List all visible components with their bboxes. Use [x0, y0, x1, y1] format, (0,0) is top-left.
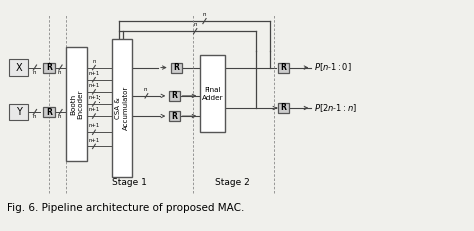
Text: Booth
Encoder: Booth Encoder — [70, 89, 83, 119]
Bar — [66, 47, 87, 161]
Bar — [278, 63, 289, 73]
Text: ...: ... — [92, 93, 102, 102]
Text: n: n — [92, 59, 96, 64]
Text: Final
Adder: Final Adder — [202, 87, 223, 100]
Text: n+1: n+1 — [88, 83, 100, 88]
Text: n: n — [32, 114, 36, 119]
Text: R: R — [173, 63, 180, 72]
Text: n+1: n+1 — [88, 71, 100, 76]
Text: R: R — [281, 103, 286, 112]
Text: X: X — [15, 63, 22, 73]
Bar — [278, 103, 289, 113]
Bar — [111, 39, 132, 177]
Text: Stage 2: Stage 2 — [215, 178, 250, 187]
Text: $P[n$-$1:0]$: $P[n$-$1:0]$ — [314, 62, 351, 73]
Text: n: n — [32, 70, 36, 75]
Text: n+1: n+1 — [88, 137, 100, 143]
Text: n+1: n+1 — [88, 123, 100, 128]
Text: $P[2n$-$1:n]$: $P[2n$-$1:n]$ — [314, 102, 357, 114]
Text: n: n — [193, 22, 197, 27]
Text: Y: Y — [16, 107, 22, 117]
Text: n: n — [58, 114, 61, 119]
Text: R: R — [46, 63, 52, 72]
Text: n+1: n+1 — [88, 95, 100, 100]
Text: Fig. 6. Pipeline architecture of proposed MAC.: Fig. 6. Pipeline architecture of propose… — [7, 203, 245, 213]
Bar — [171, 63, 182, 73]
Bar — [43, 107, 55, 117]
Bar — [169, 91, 180, 100]
Text: R: R — [281, 63, 286, 72]
Text: n: n — [58, 70, 61, 75]
Text: n+1: n+1 — [88, 107, 100, 112]
Text: n: n — [143, 87, 147, 92]
Bar — [200, 55, 226, 132]
Text: R: R — [172, 91, 177, 100]
Text: R: R — [46, 108, 52, 116]
Text: R: R — [172, 112, 177, 121]
Bar — [9, 60, 28, 76]
Bar — [43, 63, 55, 73]
Text: Stage 1: Stage 1 — [112, 178, 146, 187]
Text: n: n — [203, 12, 206, 17]
Text: CSA &
Accumulator: CSA & Accumulator — [115, 86, 129, 130]
Bar — [169, 111, 180, 121]
Bar — [9, 104, 28, 120]
